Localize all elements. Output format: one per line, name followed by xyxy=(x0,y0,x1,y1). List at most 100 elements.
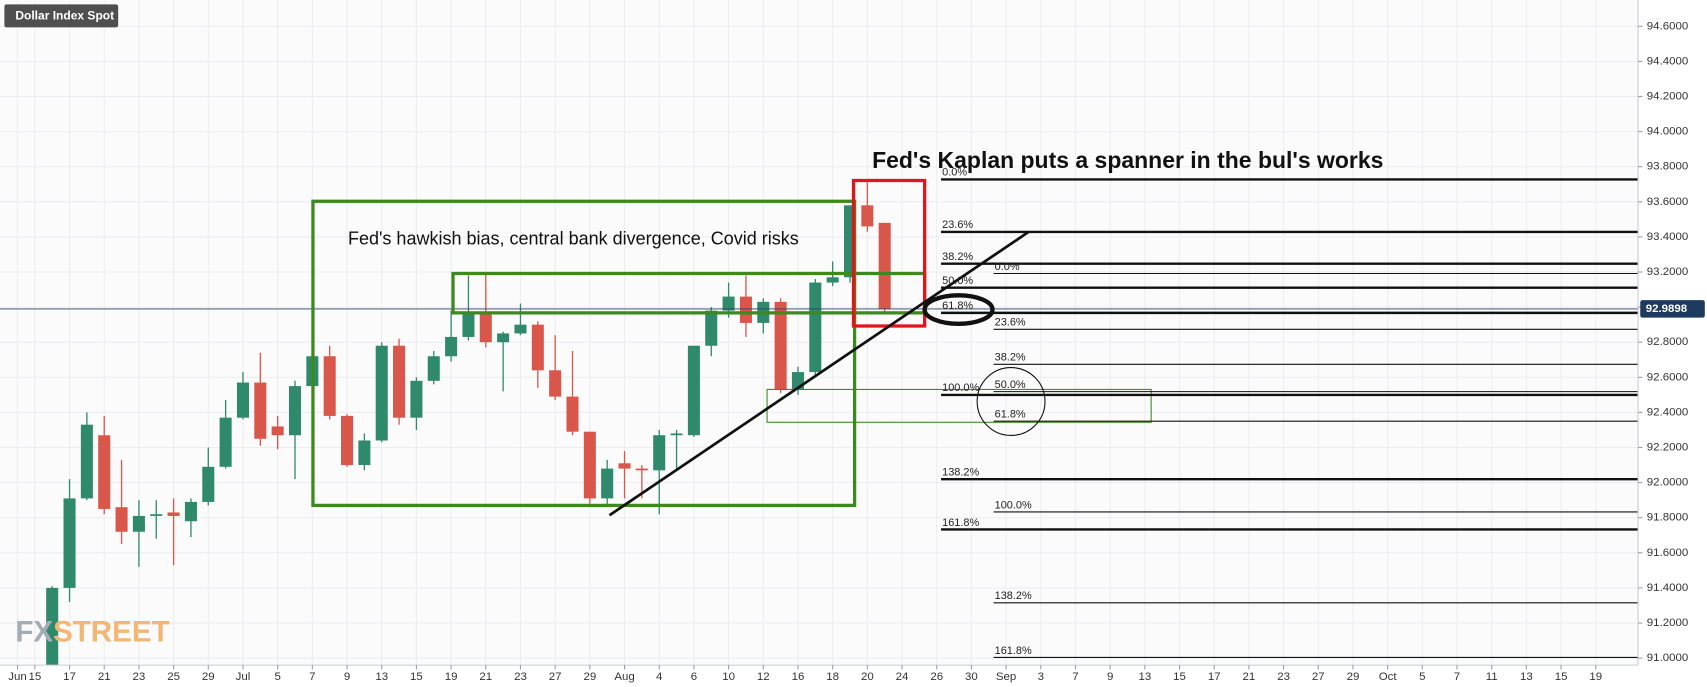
x-tick-label: 11 xyxy=(1486,671,1498,683)
candle-body xyxy=(774,301,787,390)
candle-body xyxy=(254,382,267,439)
y-tick-label: 94.0000 xyxy=(1647,126,1688,138)
candle-body xyxy=(288,386,302,436)
fib-label: 100.0% xyxy=(995,499,1032,511)
candle-body xyxy=(132,515,145,532)
box-note: Fed's hawkish bias, central bank diverge… xyxy=(348,227,799,248)
fib-label: 50.0% xyxy=(942,275,973,287)
highlight-circle xyxy=(976,367,1046,436)
candle-body xyxy=(393,345,406,418)
x-tick-label: 7 xyxy=(1454,671,1460,683)
candle-body xyxy=(462,314,475,337)
grid xyxy=(0,0,1639,666)
x-tick-label: 5 xyxy=(1419,671,1425,683)
x-tick-label: 27 xyxy=(549,671,562,683)
candle-body xyxy=(63,498,76,588)
candle-body xyxy=(878,222,891,309)
y-tick-label: 91.2000 xyxy=(1647,617,1688,629)
fib-label: 100.0% xyxy=(942,382,979,394)
green-zone xyxy=(766,388,1152,423)
y-tick-label: 94.6000 xyxy=(1647,20,1688,32)
candle-body xyxy=(115,507,128,532)
x-tick-label: 23 xyxy=(514,671,527,683)
x-tick-label: 30 xyxy=(965,671,978,683)
x-tick-label: 29 xyxy=(1347,671,1360,683)
candle-body xyxy=(219,417,232,467)
x-tick-label: 10 xyxy=(722,671,735,683)
y-tick-label: 92.2000 xyxy=(1647,442,1688,454)
fib-label: 161.8% xyxy=(995,645,1032,657)
x-tick-label: 23 xyxy=(133,671,146,683)
x-tick-label: 15 xyxy=(410,671,423,683)
candle-body xyxy=(514,324,527,334)
last-price-box xyxy=(1640,300,1705,318)
x-tick-label: 15 xyxy=(1173,671,1186,683)
candle-body xyxy=(445,336,458,357)
x-tick-label: 16 xyxy=(792,671,805,683)
candle-body xyxy=(236,382,249,418)
x-tick-label: 21 xyxy=(479,671,492,683)
x-tick-label: 5 xyxy=(274,671,280,683)
last-price-label: 92.9898 xyxy=(1646,303,1688,315)
x-tick-label: 25 xyxy=(167,671,180,683)
x-tick-label: 18 xyxy=(826,671,839,683)
x-tick-label: 17 xyxy=(1208,671,1221,683)
x-tick-label: 9 xyxy=(344,671,350,683)
plot xyxy=(0,182,1639,666)
candle-body xyxy=(653,435,666,471)
x-tick-label: 15 xyxy=(28,671,41,683)
candle-body xyxy=(202,466,215,502)
drawings xyxy=(311,178,1152,517)
fib-label: 0.0% xyxy=(995,261,1020,273)
fib-label: 138.2% xyxy=(942,466,979,478)
fib-label: 38.2% xyxy=(995,352,1026,364)
x-tick-label: 7 xyxy=(309,671,315,683)
candle-body xyxy=(549,370,562,397)
watermark: FXSTREET xyxy=(15,615,169,648)
candle-body xyxy=(271,426,284,436)
candle-body xyxy=(583,431,596,499)
candle-body xyxy=(739,296,752,323)
y-tick-label: 91.6000 xyxy=(1647,547,1688,559)
x-tick-label: 24 xyxy=(896,671,909,683)
x-tick-label: 12 xyxy=(757,671,770,683)
fib-label: 61.8% xyxy=(995,408,1026,420)
headline: Fed's Kaplan puts a spanner in the bul's… xyxy=(872,147,1383,173)
x-tick-label: 23 xyxy=(1277,671,1290,683)
candle-body xyxy=(375,345,388,441)
x-tick-label: 6 xyxy=(691,671,697,683)
x-tick-label: 13 xyxy=(1138,671,1151,683)
x-tick-label: 4 xyxy=(656,671,663,683)
x-tick-label: Aug xyxy=(614,671,634,683)
x-tick-label: 21 xyxy=(1243,671,1256,683)
x-tick-label: Jun xyxy=(8,671,27,683)
candle-body xyxy=(323,356,336,416)
watermark-street: STREET xyxy=(53,615,170,648)
y-tick-label: 92.0000 xyxy=(1647,477,1688,489)
candle-body xyxy=(687,345,700,436)
x-tick-label: 21 xyxy=(98,671,111,683)
x-tick-label: 7 xyxy=(1072,671,1078,683)
x-tick-label: 26 xyxy=(930,671,943,683)
x-tick-label: 13 xyxy=(1520,671,1533,683)
fib-label: 161.8% xyxy=(942,517,979,529)
fib-label: 50.0% xyxy=(995,379,1026,391)
x-tick-label: 15 xyxy=(1555,671,1568,683)
candle-body xyxy=(80,424,93,499)
candle-body xyxy=(427,356,440,381)
x-tick-label: 9 xyxy=(1107,671,1113,683)
x-tick-label: 19 xyxy=(1589,671,1602,683)
highlight-ellipse xyxy=(922,293,995,326)
x-tick-label: Sep xyxy=(996,671,1016,683)
fibonacci: 0.0% 23.6% 38.2% 50.0% 61.8% 100.0% 138.2% 161.… xyxy=(941,167,1639,659)
y-tick-label: 94.2000 xyxy=(1647,91,1688,103)
green-box xyxy=(311,199,857,508)
candle-body xyxy=(341,415,354,466)
candle-body xyxy=(358,440,371,466)
fib-label: 138.2% xyxy=(995,590,1032,602)
x-tick-label: 27 xyxy=(1312,671,1325,683)
y-tick-label: 91.8000 xyxy=(1647,512,1688,524)
trend-line xyxy=(608,230,1030,517)
